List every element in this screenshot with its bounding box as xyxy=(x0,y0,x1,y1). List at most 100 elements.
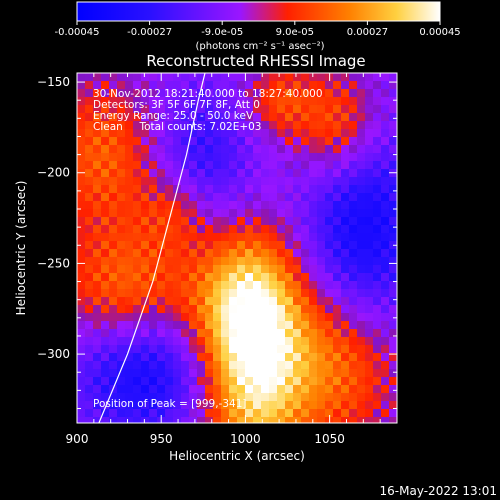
heatmap-cell xyxy=(373,393,381,401)
heatmap-cell xyxy=(325,273,333,281)
heatmap-cell xyxy=(181,321,189,329)
heatmap-cell xyxy=(141,153,149,161)
heatmap-cell xyxy=(117,145,125,153)
heatmap-cell xyxy=(181,313,189,321)
heatmap-cell xyxy=(125,273,133,281)
heatmap-cell xyxy=(293,321,301,329)
heatmap-cell xyxy=(341,369,349,377)
heatmap-cell xyxy=(293,113,301,121)
heatmap-cell xyxy=(197,369,205,377)
heatmap-cell xyxy=(269,201,277,209)
heatmap-cell xyxy=(101,145,109,153)
heatmap-cell xyxy=(189,217,197,225)
heatmap-cell xyxy=(285,73,293,81)
heatmap-cell xyxy=(229,241,237,249)
heatmap-cell xyxy=(117,417,125,423)
heatmap-cell xyxy=(221,401,229,409)
heatmap-cell xyxy=(189,193,197,201)
heatmap-cell xyxy=(341,209,349,217)
heatmap-cell xyxy=(149,273,157,281)
heatmap-cell xyxy=(309,337,317,345)
heatmap-cell xyxy=(149,225,157,233)
heatmap-cell xyxy=(373,217,381,225)
heatmap-cell xyxy=(349,401,357,409)
heatmap-cell xyxy=(125,401,133,409)
heatmap-cell xyxy=(141,177,149,185)
heatmap-cell xyxy=(85,305,93,313)
heatmap-cell xyxy=(85,169,93,177)
heatmap-cell xyxy=(109,289,117,297)
heatmap-cell xyxy=(309,97,317,105)
heatmap-cell xyxy=(389,81,397,89)
heatmap-cell xyxy=(269,249,277,257)
heatmap-cell xyxy=(109,321,117,329)
heatmap-cell xyxy=(149,345,157,353)
heatmap-cell xyxy=(213,249,221,257)
heatmap-cell xyxy=(317,137,325,145)
heatmap-cell xyxy=(381,169,389,177)
heatmap-cell xyxy=(205,321,213,329)
heatmap-cell xyxy=(165,361,173,369)
heatmap-cell xyxy=(181,137,189,145)
heatmap-cell xyxy=(109,393,117,401)
heatmap-cell xyxy=(197,401,205,409)
heatmap-cell xyxy=(133,345,141,353)
heatmap-cell xyxy=(221,241,229,249)
heatmap-cell xyxy=(301,201,309,209)
heatmap-cell xyxy=(181,369,189,377)
heatmap-cell xyxy=(181,177,189,185)
heatmap-cell xyxy=(317,329,325,337)
heatmap-cell xyxy=(181,129,189,137)
heatmap-cell xyxy=(149,177,157,185)
heatmap-cell xyxy=(349,361,357,369)
heatmap-cell xyxy=(277,217,285,225)
heatmap-cell xyxy=(333,313,341,321)
heatmap-cell xyxy=(157,201,165,209)
heatmap-cell xyxy=(165,89,173,97)
heatmap-cell xyxy=(197,305,205,313)
heatmap-cell xyxy=(181,385,189,393)
heatmap-cell xyxy=(245,225,253,233)
heatmap-cell xyxy=(133,321,141,329)
heatmap-cell xyxy=(365,137,373,145)
heatmap-cell xyxy=(101,185,109,193)
heatmap-cell xyxy=(293,377,301,385)
heatmap-cell xyxy=(117,249,125,257)
heatmap-cell xyxy=(101,377,109,385)
heatmap-cell xyxy=(133,193,141,201)
heatmap-cell xyxy=(341,105,349,113)
heatmap-cell xyxy=(213,177,221,185)
heatmap-cell xyxy=(389,137,397,145)
heatmap-cell xyxy=(357,281,365,289)
heatmap-cell xyxy=(101,385,109,393)
heatmap-cell xyxy=(253,289,261,297)
heatmap-cell xyxy=(301,273,309,281)
heatmap-cell xyxy=(253,377,261,385)
heatmap-cell xyxy=(173,417,181,423)
heatmap-cell xyxy=(205,73,213,81)
heatmap-cell xyxy=(125,153,133,161)
heatmap-cell xyxy=(373,177,381,185)
heatmap-cell xyxy=(285,161,293,169)
heatmap-cell xyxy=(357,209,365,217)
heatmap-cell xyxy=(309,145,317,153)
heatmap-cell xyxy=(213,121,221,129)
heatmap-cell xyxy=(301,401,309,409)
heatmap-cell xyxy=(365,377,373,385)
heatmap-cell xyxy=(101,97,109,105)
heatmap-cell xyxy=(269,401,277,409)
heatmap-cell xyxy=(285,153,293,161)
heatmap-cell xyxy=(149,217,157,225)
heatmap-cell xyxy=(381,233,389,241)
heatmap-cell xyxy=(253,257,261,265)
heatmap-cell xyxy=(189,201,197,209)
heatmap-cell xyxy=(213,217,221,225)
heatmap-cell xyxy=(157,273,165,281)
heatmap-cell xyxy=(197,289,205,297)
heatmap-cell xyxy=(93,225,101,233)
heatmap-cell xyxy=(117,393,125,401)
heatmap-cell xyxy=(277,257,285,265)
heatmap-cell xyxy=(301,313,309,321)
heatmap-cell xyxy=(365,89,373,97)
heatmap-cell xyxy=(237,169,245,177)
